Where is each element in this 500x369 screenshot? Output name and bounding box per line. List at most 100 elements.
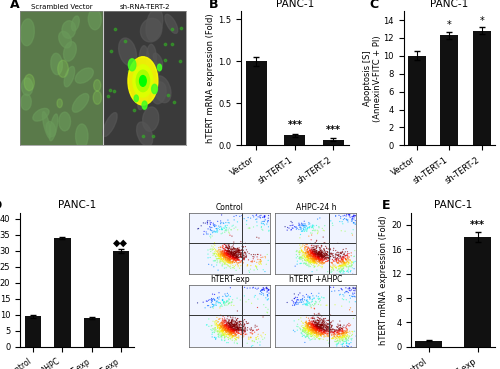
Point: [232, 258, 239, 263]
Point: [230, 255, 238, 261]
Point: [308, 325, 316, 331]
Point: [230, 254, 238, 259]
Point: [312, 255, 320, 261]
Point: [326, 329, 334, 335]
Point: [232, 248, 240, 254]
Circle shape: [133, 65, 153, 97]
Point: [309, 327, 317, 333]
Point: [220, 254, 228, 260]
Point: [230, 322, 238, 328]
Point: [304, 321, 312, 327]
Point: [301, 334, 309, 340]
Point: [312, 255, 320, 261]
Point: [342, 335, 349, 341]
Point: [316, 326, 324, 332]
Point: [318, 325, 326, 331]
Point: [313, 254, 321, 259]
Point: [226, 331, 234, 337]
Point: [224, 255, 232, 261]
Point: [336, 339, 344, 345]
Point: [338, 250, 345, 256]
Point: [224, 244, 232, 250]
Point: [225, 296, 233, 302]
Point: [338, 263, 345, 269]
Point: [238, 327, 246, 333]
Point: [218, 322, 226, 328]
Point: [310, 258, 318, 264]
Point: [342, 328, 349, 334]
Point: [336, 250, 344, 256]
Point: [334, 329, 342, 335]
Point: [308, 330, 316, 336]
Point: [310, 249, 318, 255]
Point: [231, 255, 239, 261]
Point: [218, 323, 226, 328]
Point: [208, 228, 216, 234]
Point: [340, 290, 348, 296]
Point: [305, 251, 313, 256]
Point: [334, 336, 342, 342]
Point: [300, 261, 308, 267]
Point: [346, 264, 354, 270]
Point: [304, 327, 312, 333]
Point: [327, 250, 335, 256]
Point: [221, 247, 229, 253]
Point: [250, 339, 258, 345]
Point: [328, 251, 336, 257]
Point: [234, 254, 241, 260]
Point: [218, 252, 226, 258]
Point: [338, 331, 346, 337]
Point: [226, 230, 234, 236]
Point: [290, 296, 298, 301]
Point: [264, 215, 272, 221]
Point: [348, 265, 356, 271]
Point: [306, 256, 314, 262]
Point: [197, 223, 205, 229]
Point: [216, 325, 224, 331]
Point: [232, 248, 240, 254]
Point: [255, 235, 263, 241]
Point: [332, 334, 340, 340]
Point: [318, 326, 326, 332]
Point: [297, 227, 305, 232]
Point: [234, 325, 242, 331]
Point: [235, 249, 243, 255]
Point: [311, 323, 319, 329]
Point: [221, 326, 229, 332]
Point: [240, 255, 248, 261]
Point: [344, 268, 351, 274]
Point: [217, 332, 225, 338]
Point: [314, 249, 322, 255]
Point: [230, 252, 238, 258]
Point: [248, 326, 256, 332]
Point: [318, 256, 326, 262]
Point: [316, 327, 324, 332]
Point: [306, 324, 314, 330]
Point: [321, 330, 329, 336]
Point: [307, 325, 315, 331]
Point: [211, 322, 219, 328]
Point: [334, 330, 342, 336]
Point: [312, 255, 320, 261]
Point: [232, 337, 240, 343]
Point: [221, 250, 229, 256]
Point: [310, 321, 318, 327]
Point: [210, 297, 218, 303]
Point: [236, 213, 244, 219]
Point: [302, 319, 310, 325]
Point: [215, 332, 223, 338]
Point: [302, 328, 310, 334]
Point: [238, 324, 246, 330]
Point: [304, 325, 312, 331]
Point: [226, 254, 234, 260]
Point: [309, 246, 317, 252]
Point: [230, 250, 238, 256]
Point: [206, 224, 214, 230]
Point: [319, 255, 327, 261]
Point: [228, 249, 236, 255]
Point: [306, 260, 314, 266]
Ellipse shape: [165, 14, 177, 34]
Point: [318, 321, 326, 327]
Point: [311, 251, 319, 257]
Point: [307, 333, 315, 339]
